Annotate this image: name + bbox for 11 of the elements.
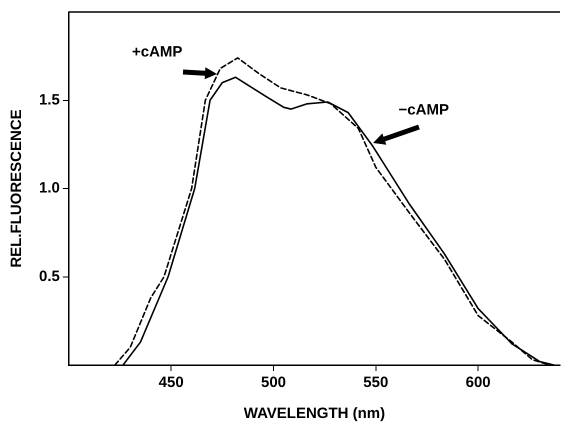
y-tick-label: 1.5 <box>38 91 60 108</box>
x-tick-label: 550 <box>363 374 388 392</box>
x-tick-label: 500 <box>260 374 286 392</box>
annotation: −cAMP <box>398 101 449 118</box>
x-tick-label: 600 <box>466 374 491 392</box>
y-tick-label: 1.0 <box>38 180 60 197</box>
y-tick-label: 0.5 <box>38 268 60 285</box>
y-axis-title: REL.FLUORESCENCE <box>8 109 26 268</box>
x-axis-title: WAVELENGTH (nm) <box>244 405 386 422</box>
x-tick-label: 450 <box>158 374 184 392</box>
annotation: +cAMP <box>132 43 182 60</box>
